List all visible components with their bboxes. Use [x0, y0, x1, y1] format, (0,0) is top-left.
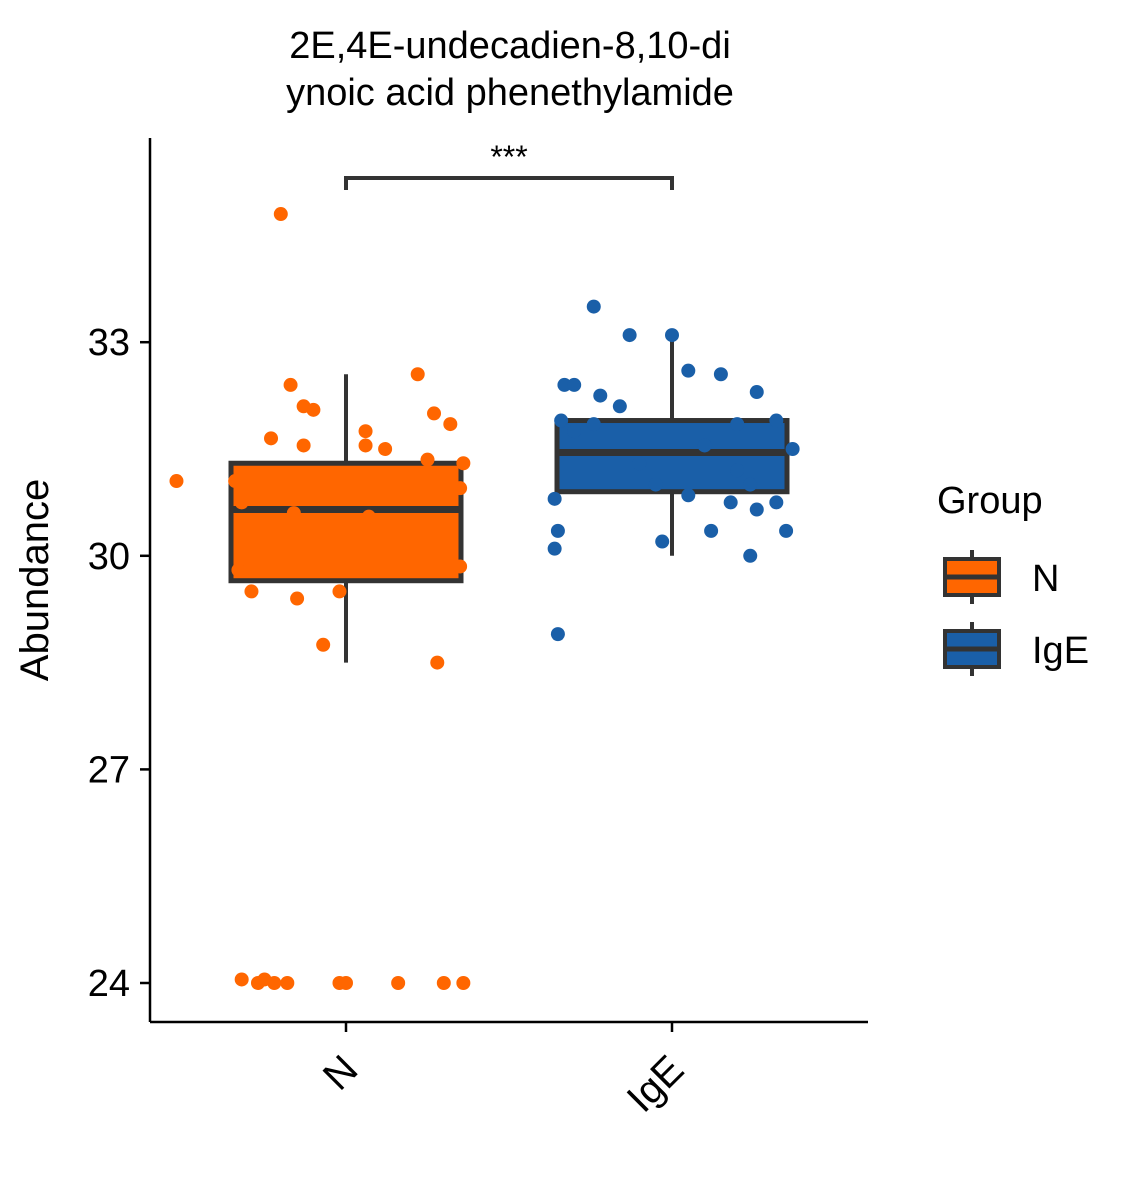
data-point-IgE [648, 477, 663, 492]
data-point-IgE [769, 495, 784, 510]
legend-label: IgE [1032, 630, 1089, 672]
data-point-IgE [743, 477, 758, 492]
x-tick-label: IgE [619, 1047, 693, 1121]
data-point-N [391, 976, 406, 990]
legend: Group N IgE [937, 480, 1089, 676]
data-point-IgE [567, 377, 582, 392]
box-N [228, 460, 464, 584]
data-point-N [306, 402, 321, 417]
x-tick-label: N [315, 1047, 367, 1099]
chart-title-line-1: 2E,4E-undecadien-8,10-di [289, 25, 731, 67]
data-point-IgE [730, 417, 745, 432]
data-point-N [456, 456, 471, 471]
data-point-IgE [593, 388, 608, 403]
y-tick-label: 24 [88, 963, 130, 1005]
data-point-N [228, 474, 243, 489]
data-point-IgE [749, 502, 764, 517]
data-point-IgE [769, 413, 784, 428]
data-point-IgE [730, 463, 745, 478]
data-point-IgE [697, 438, 712, 453]
data-point-IgE [749, 385, 764, 400]
data-point-N [358, 424, 373, 439]
data-point-IgE [547, 541, 562, 556]
data-point-IgE [704, 523, 719, 538]
data-point-N [290, 591, 305, 606]
data-point-IgE [557, 377, 572, 392]
data-point-N [332, 584, 347, 599]
data-point-IgE [779, 523, 794, 538]
data-point-N [169, 474, 184, 489]
data-point-N [427, 406, 442, 421]
legend-label: N [1032, 558, 1059, 600]
data-point-IgE [655, 534, 670, 549]
data-point-IgE [550, 627, 565, 642]
chart-title: 2E,4E-undecadien-8,10-di ynoic acid phen… [286, 25, 734, 114]
data-point-N [234, 495, 249, 510]
data-point-IgE [681, 488, 696, 503]
data-point-N [358, 438, 373, 453]
chart-title-line-2: ynoic acid phenethylamide [286, 72, 734, 114]
data-point-IgE [547, 491, 562, 506]
data-point-IgE [681, 363, 696, 378]
significance-bracket: *** [344, 139, 674, 190]
data-point-IgE [554, 413, 569, 428]
data-point-IgE [723, 495, 738, 510]
data-point-N [267, 976, 282, 990]
data-point-N [339, 976, 353, 990]
y-axis-label: Abundance [13, 479, 57, 681]
y-tick-label: 33 [88, 322, 130, 364]
data-point-IgE [612, 399, 627, 414]
data-point-IgE [665, 328, 679, 343]
data-point-N [430, 655, 445, 670]
data-point-N [286, 506, 301, 521]
data-point-N [244, 584, 259, 599]
data-point-N [231, 563, 246, 578]
data-point-N [453, 559, 468, 574]
data-point-N [443, 417, 458, 432]
boxes [228, 335, 790, 663]
data-point-N [264, 431, 279, 446]
data-points [169, 207, 800, 990]
data-point-IgE [567, 424, 582, 439]
data-point-N [280, 976, 295, 990]
data-point-N [456, 976, 471, 990]
data-point-N [410, 367, 425, 382]
y-tick-label: 30 [88, 536, 130, 578]
data-point-N [316, 637, 331, 652]
legend-title: Group [937, 480, 1043, 522]
data-point-N [420, 452, 435, 467]
data-point-N [296, 438, 311, 453]
data-point-IgE [785, 442, 800, 456]
bracket-line [344, 176, 674, 190]
data-point-N [273, 207, 288, 222]
data-point-IgE [743, 548, 758, 563]
data-point-N [436, 976, 451, 990]
data-point-IgE [586, 299, 601, 314]
data-point-N [453, 481, 468, 496]
data-point-IgE [622, 328, 637, 343]
data-point-N [234, 972, 249, 987]
data-point-IgE [713, 367, 728, 382]
significance-label: *** [490, 139, 527, 175]
axes: 24 27 30 33 N IgE [88, 138, 868, 1121]
data-point-IgE [632, 456, 647, 471]
y-tick-label: 27 [88, 749, 130, 791]
data-point-N [283, 377, 298, 392]
data-point-IgE [586, 417, 601, 432]
data-point-IgE [550, 523, 565, 538]
data-point-N [378, 442, 393, 456]
data-point-N [361, 509, 376, 524]
